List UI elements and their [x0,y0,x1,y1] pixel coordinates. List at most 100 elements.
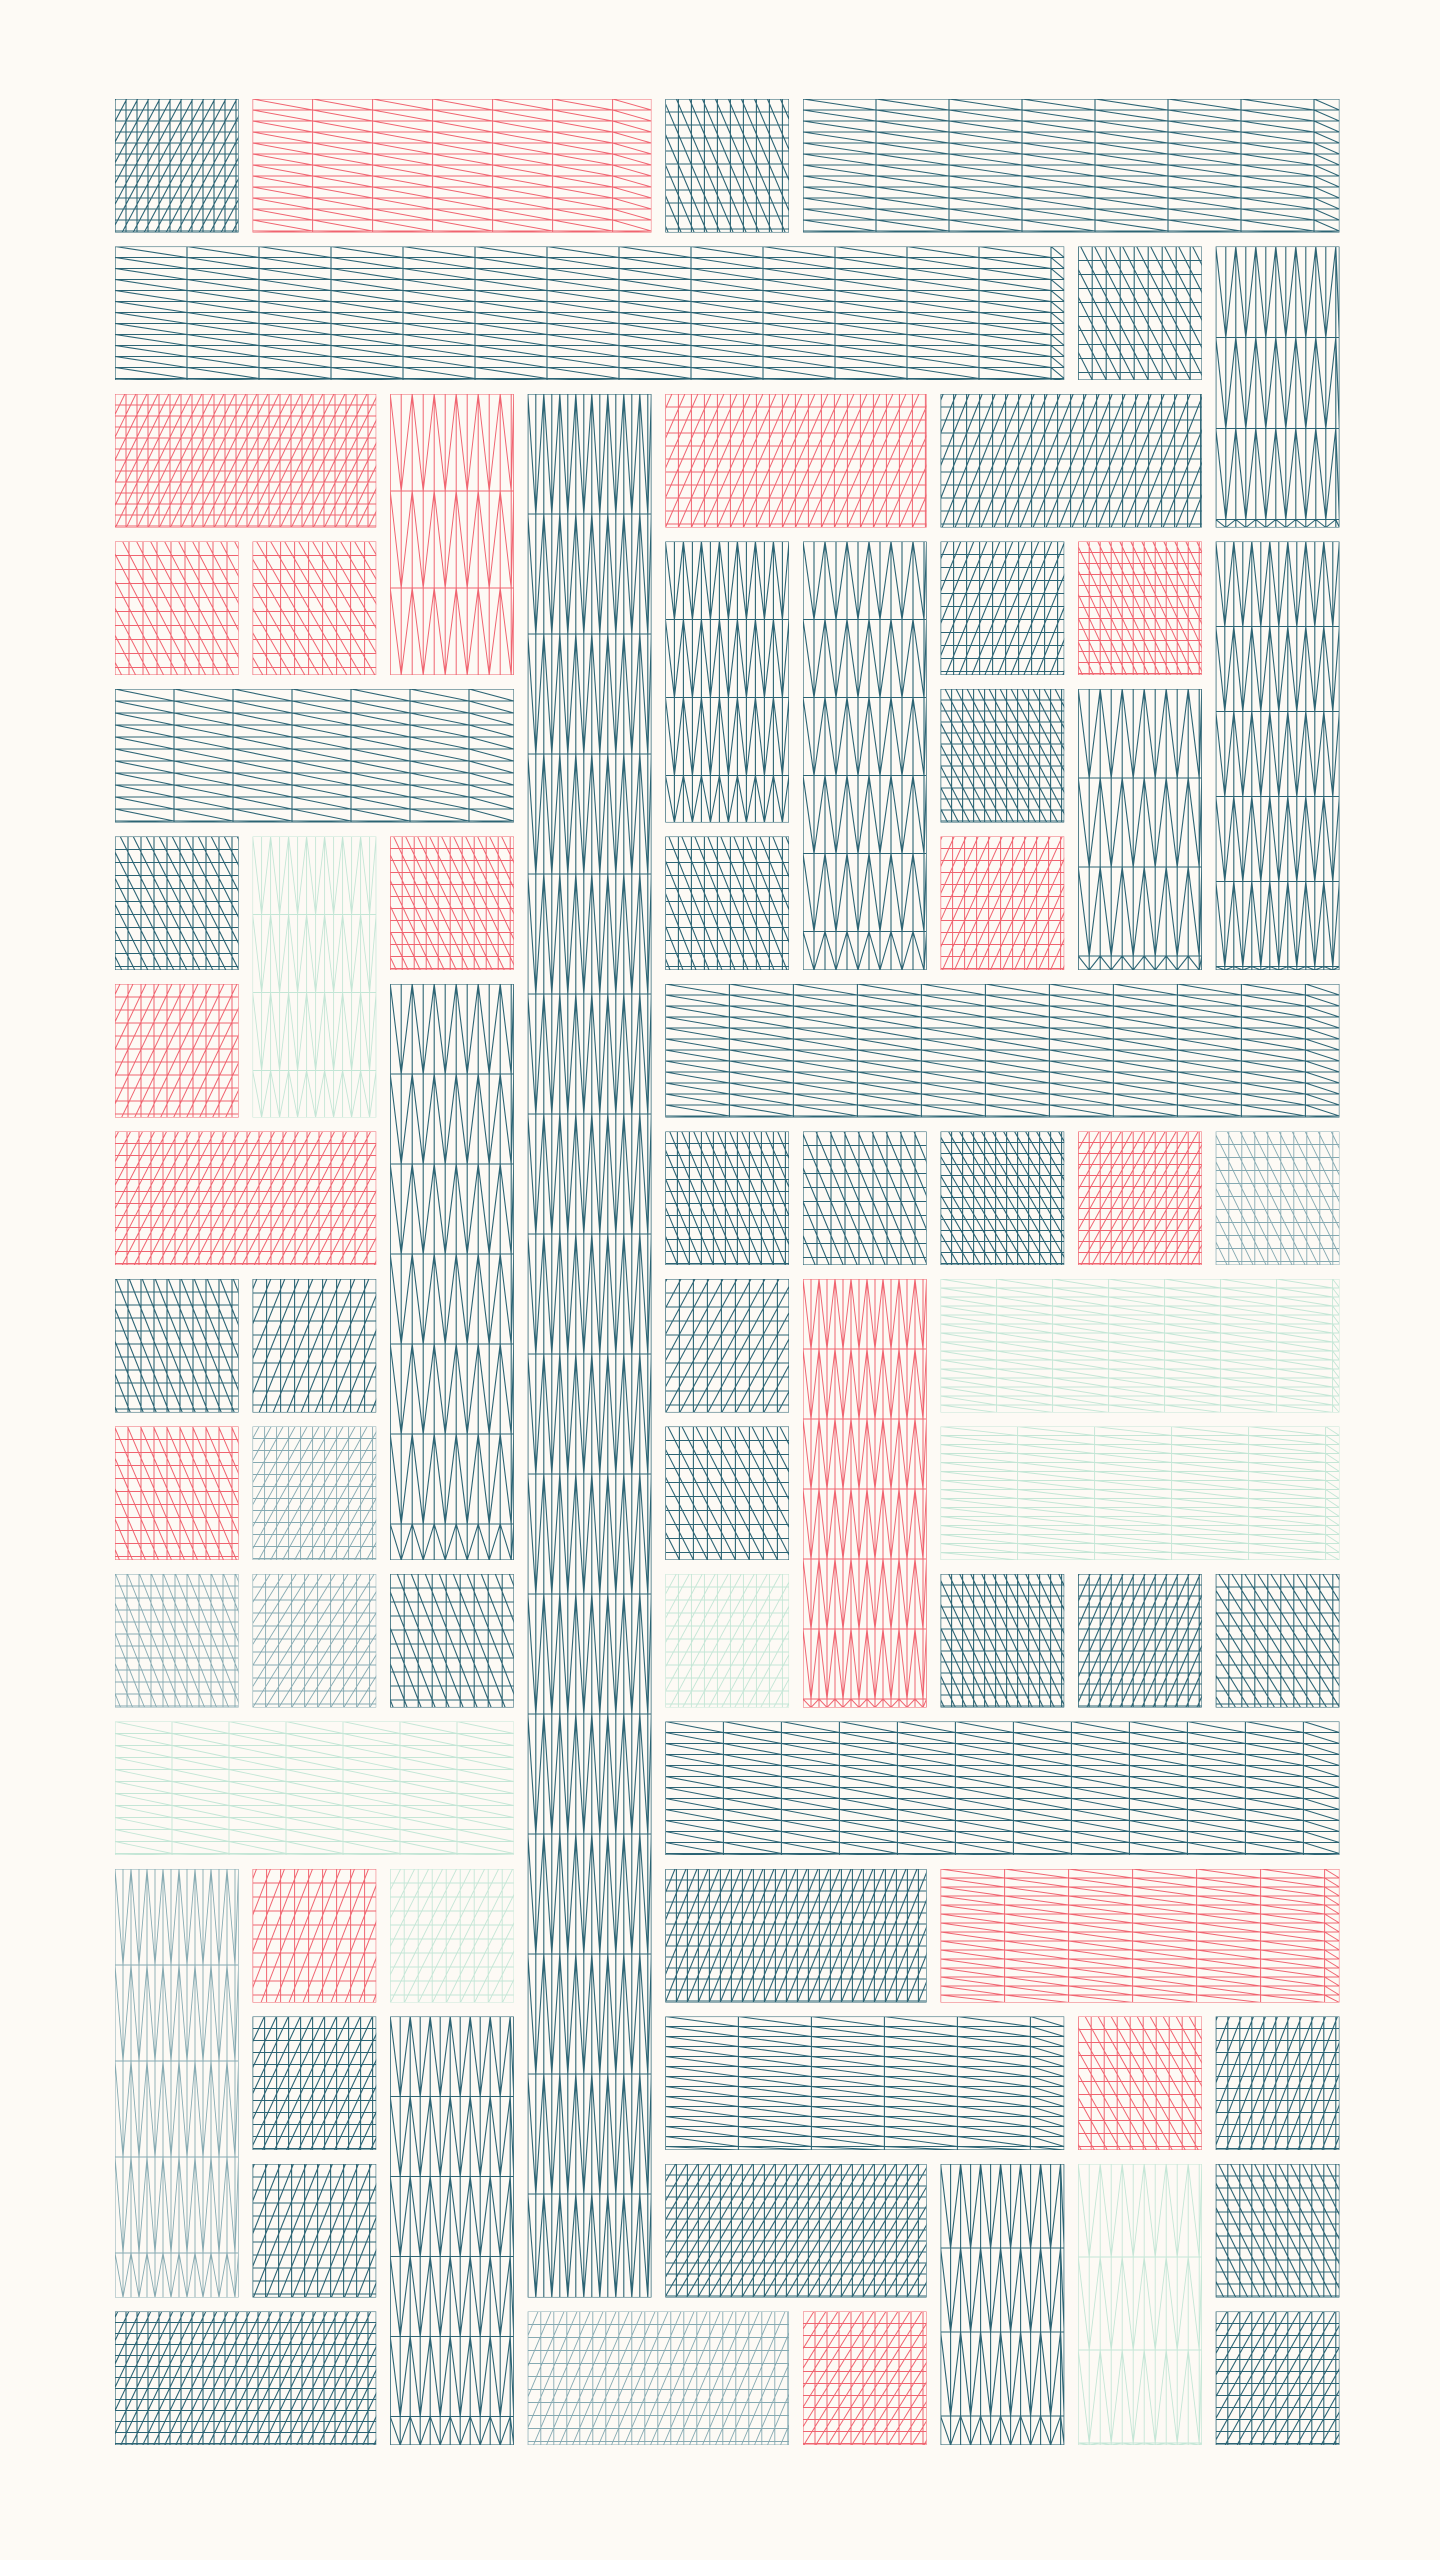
hatch-lines [1078,689,1202,970]
hatch-tile [252,1574,377,1708]
hatch-lines [252,1574,377,1708]
hatch-tile [1215,2311,1340,2445]
hatch-tile [115,246,1065,380]
hatch-lines [1215,246,1340,528]
hatch-tile [252,2016,377,2150]
hatch-lines [252,2016,377,2150]
hatch-tile [390,836,514,970]
hatch-lines [1078,1574,1202,1708]
hatch-tile [940,1426,1340,1560]
hatch-tile [940,1279,1340,1413]
hatch-tile [803,99,1340,233]
hatch-tile [665,2164,927,2298]
hatch-lines [1215,541,1340,970]
hatch-tile [1078,2016,1202,2150]
hatch-lines [940,836,1065,970]
hatch-lines [115,394,377,528]
hatch-lines [940,2164,1065,2445]
hatch-tile [803,2311,927,2445]
hatch-lines [665,541,790,823]
hatch-tile [115,541,239,675]
hatch-tile [252,541,377,675]
hatch-tile [803,541,927,970]
hatch-lines [803,1131,927,1265]
hatch-tile [115,394,377,528]
hatch-tile [390,984,514,1560]
hatch-lines [115,2311,377,2445]
hatch-lines [665,1426,790,1560]
hatch-tile [252,1279,377,1413]
hatch-lines [1078,246,1202,380]
hatch-lines [665,1721,1340,1855]
hatch-lines [115,689,514,823]
hatch-tile [390,1869,514,2003]
hatch-tile [1078,2164,1202,2445]
hatch-lines [940,541,1065,675]
hatch-tile [527,2311,789,2445]
hatch-lines [665,836,790,970]
hatch-lines [252,1869,377,2003]
hatch-tile [1215,2164,1340,2298]
hatch-tile [115,1869,239,2298]
hatch-lines [1215,2311,1340,2445]
hatch-tile [940,1131,1065,1265]
hatch-tile [115,836,239,970]
hatch-lines [527,394,652,2298]
hatch-lines [1078,2164,1202,2445]
hatch-lines [115,1426,239,1560]
hatch-lines [390,836,514,970]
hatch-tile [1078,541,1202,675]
hatch-tile [665,2016,1065,2150]
hatch-tile [940,2164,1065,2445]
hatch-lines [665,2164,927,2298]
hatch-tile [665,1869,927,2003]
hatch-lines [1078,2016,1202,2150]
hatch-lines [1078,541,1202,675]
hatch-tile [665,1279,790,1413]
hatch-lines [1215,2164,1340,2298]
hatch-lines [252,2164,377,2298]
hatch-lines [252,836,377,1118]
hatch-tile [115,984,239,1118]
hatch-tile [1078,689,1202,970]
hatch-lines [665,1869,927,2003]
hatch-tile [252,1869,377,2003]
hatch-lines [115,1869,239,2298]
hatch-tile [1078,246,1202,380]
hatch-tile [252,99,652,233]
hatch-tile [940,836,1065,970]
hatch-tile [940,1574,1065,1708]
hatch-lines [390,984,514,1560]
hatch-tile [115,689,514,823]
hatch-lines [1078,1131,1202,1265]
hatch-lines [803,99,1340,233]
hatch-tile [1215,2016,1340,2150]
hatch-tile [803,1131,927,1265]
hatch-tile [940,541,1065,675]
hatch-tile [665,99,790,233]
hatch-lines [115,99,239,233]
hatch-lines [1215,1131,1340,1265]
hatch-tile [665,984,1340,1118]
hatch-tile [803,1279,927,1708]
hatch-lines [803,2311,927,2445]
hatch-tile [252,836,377,1118]
hatch-lines [1215,2016,1340,2150]
hatch-tile [665,541,790,823]
hatch-tile [252,2164,377,2298]
hatch-tile [1215,1574,1340,1708]
hatch-tile [665,1574,790,1708]
hatch-lines [252,1279,377,1413]
hatch-tile [665,1721,1340,1855]
hatch-tile [115,99,239,233]
hatch-tile [665,1426,790,1560]
hatch-lines [115,1574,239,1708]
hatch-lines [390,2016,514,2445]
hatch-tile [252,1426,377,1560]
hatch-lines [115,1279,239,1413]
hatch-tile [940,1869,1340,2003]
hatch-lines [252,1426,377,1560]
hatch-tile [665,1131,790,1265]
hatch-tile [940,689,1065,823]
hatch-tile [665,394,927,528]
